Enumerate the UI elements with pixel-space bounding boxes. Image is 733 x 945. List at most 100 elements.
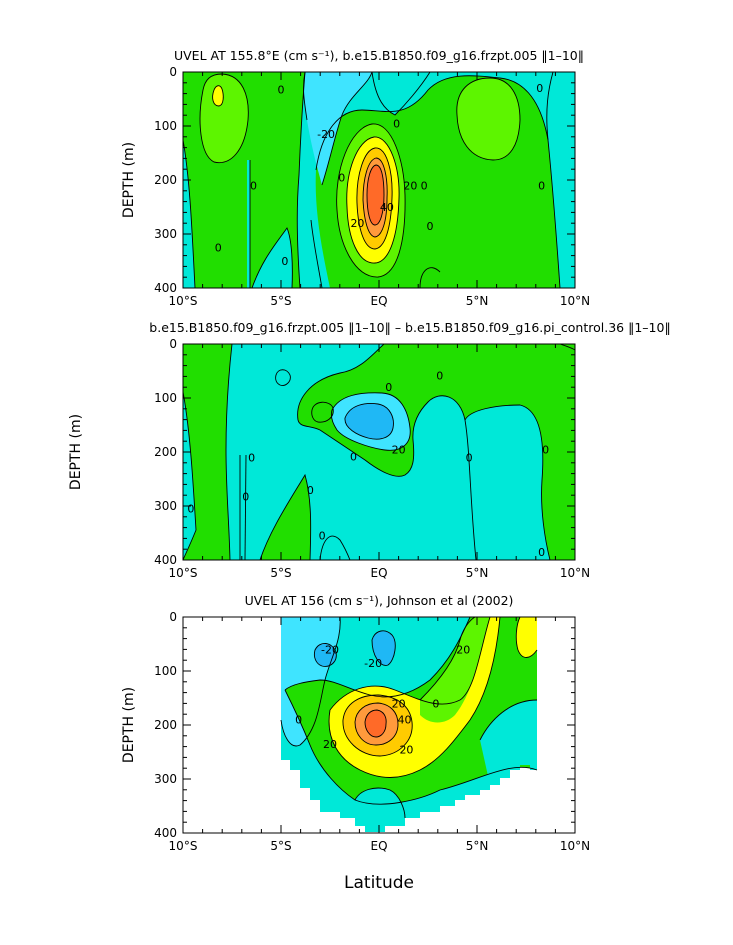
x-axis-label: Latitude bbox=[344, 873, 414, 893]
panel-1-title: UVEL AT 155.8°E (cm s⁻¹), b.e15.B1850.f0… bbox=[174, 48, 584, 63]
west-cyan-strip-2 bbox=[247, 160, 250, 288]
contour-label: -20 bbox=[317, 128, 335, 141]
panel-2-contour-labels: 0 0 0 0 0 0 0 20 0 0 0 0 bbox=[187, 369, 549, 559]
contour-label: 0 bbox=[242, 490, 249, 503]
x-tick-label: EQ bbox=[370, 839, 387, 853]
contour-label: 0 bbox=[466, 451, 473, 464]
y-tick-label: 300 bbox=[154, 499, 177, 513]
panel-1-contour-labels: 0 0 0 0 -20 0 20 40 20 0 0 0 0 0 bbox=[215, 82, 545, 268]
x-tick-label: 10°N bbox=[560, 839, 590, 853]
y-tick-label: 300 bbox=[154, 227, 177, 241]
contour-label: 0 bbox=[187, 503, 194, 516]
x-tick-label: 10°S bbox=[169, 294, 198, 308]
y-tick-label: 200 bbox=[154, 445, 177, 459]
south-positive-tongue bbox=[260, 475, 311, 560]
y-tick-label: 200 bbox=[154, 718, 177, 732]
panel-3-ylabel: DEPTH (m) bbox=[121, 687, 137, 763]
small-neg-blob bbox=[275, 369, 291, 386]
contour-label: 20 bbox=[456, 643, 470, 656]
east-neg-region bbox=[465, 405, 550, 560]
y-tick-label: 100 bbox=[154, 664, 177, 678]
obs-cyan-east bbox=[480, 700, 537, 785]
panel-1-contour-field bbox=[183, 72, 575, 288]
contour-label: 0 bbox=[432, 697, 439, 710]
contour-label: 0 bbox=[436, 369, 443, 382]
contour-label: 0 bbox=[385, 381, 392, 394]
y-tick-label: 400 bbox=[154, 826, 177, 840]
y-tick-label: 0 bbox=[169, 610, 177, 624]
x-tick-label: EQ bbox=[370, 566, 387, 580]
contour-label: 20 bbox=[392, 443, 406, 456]
panel-3-contour-field bbox=[280, 617, 538, 832]
x-tick-label: 5°S bbox=[270, 294, 291, 308]
contour-label: 0 bbox=[542, 443, 549, 456]
euc-core-5 bbox=[367, 165, 384, 225]
west-blob-1 bbox=[200, 74, 249, 163]
y-tick-label: 200 bbox=[154, 173, 177, 187]
contour-label: 20 bbox=[392, 697, 406, 710]
obs-cyan-north-1 bbox=[372, 630, 396, 666]
small-pos-blob bbox=[311, 402, 334, 423]
y-tick-label: 100 bbox=[154, 119, 177, 133]
north-cyan-strip bbox=[372, 72, 430, 115]
south-neg-dip bbox=[320, 536, 350, 560]
y-tick-label: 300 bbox=[154, 772, 177, 786]
x-tick-label: 10°S bbox=[169, 566, 198, 580]
panel-2-contour-lines bbox=[183, 344, 575, 560]
y-tick-label: 0 bbox=[169, 337, 177, 351]
panel-2: b.e15.B1850.f09_g16.frzpt.005 ‖1–10‖ – b… bbox=[68, 320, 671, 580]
contour-label: 0 bbox=[538, 179, 545, 192]
west-cyan-strip bbox=[183, 140, 195, 288]
x-tick-label: 5°N bbox=[466, 566, 489, 580]
obs-yellow-east bbox=[516, 617, 537, 658]
panel-1: UVEL AT 155.8°E (cm s⁻¹), b.e15.B1850.f0… bbox=[121, 48, 590, 308]
west-narrow-strip bbox=[240, 455, 246, 560]
contour-label: 20 bbox=[323, 738, 337, 751]
contour-label: 0 bbox=[319, 530, 326, 543]
contour-label: -20 bbox=[364, 657, 382, 670]
contour-label: 0 bbox=[338, 171, 345, 184]
panel-2-title: b.e15.B1850.f09_g16.frzpt.005 ‖1–10‖ – b… bbox=[149, 320, 670, 335]
contour-label: 0 bbox=[248, 451, 255, 464]
y-tick-label: 100 bbox=[154, 391, 177, 405]
panel-1-ylabel: DEPTH (m) bbox=[121, 142, 137, 218]
central-neg-core-2 bbox=[344, 403, 394, 440]
panel-2-contour-field bbox=[183, 344, 575, 560]
contour-label: 0 bbox=[350, 450, 357, 463]
contour-label: 20 bbox=[403, 179, 417, 192]
west-cyan-edge bbox=[183, 392, 196, 560]
contour-label: 0 bbox=[278, 83, 285, 96]
contour-label: 40 bbox=[380, 201, 394, 214]
y-tick-label: 0 bbox=[169, 65, 177, 79]
x-tick-label: 5°S bbox=[270, 839, 291, 853]
south-cyan-wedge bbox=[252, 228, 293, 288]
contour-label: 0 bbox=[250, 179, 257, 192]
panel-3-contour-labels: -20 -20 20 0 20 20 40 20 0 bbox=[295, 643, 470, 756]
west-blob-inner bbox=[212, 85, 224, 106]
panel-1-contour-lines bbox=[183, 72, 561, 288]
x-tick-label: 10°S bbox=[169, 839, 198, 853]
y-tick-label: 400 bbox=[154, 553, 177, 567]
contour-label: 20 bbox=[399, 743, 413, 756]
contour-label: 0 bbox=[536, 82, 543, 95]
contour-label: 0 bbox=[307, 484, 314, 497]
x-tick-label: 5°N bbox=[466, 294, 489, 308]
south-cyan-tongue bbox=[303, 72, 372, 185]
panel-3-title: UVEL AT 156 (cm s⁻¹), Johnson et al (200… bbox=[245, 593, 514, 608]
panel-2-ylabel: DEPTH (m) bbox=[68, 414, 84, 490]
west-positive-band bbox=[183, 344, 232, 560]
x-tick-label: 10°N bbox=[560, 294, 590, 308]
contour-label: 0 bbox=[215, 242, 222, 255]
contour-label: 0 bbox=[393, 117, 400, 130]
panel-3-contour-lines bbox=[280, 617, 538, 819]
obs-cyan-deep bbox=[355, 788, 405, 832]
x-tick-label: 5°S bbox=[270, 566, 291, 580]
contour-label: 0 bbox=[426, 220, 433, 233]
east-blob-1 bbox=[456, 78, 520, 160]
contour-label: 40 bbox=[397, 714, 411, 727]
panel-3: UVEL AT 156 (cm s⁻¹), Johnson et al (200… bbox=[121, 593, 590, 893]
